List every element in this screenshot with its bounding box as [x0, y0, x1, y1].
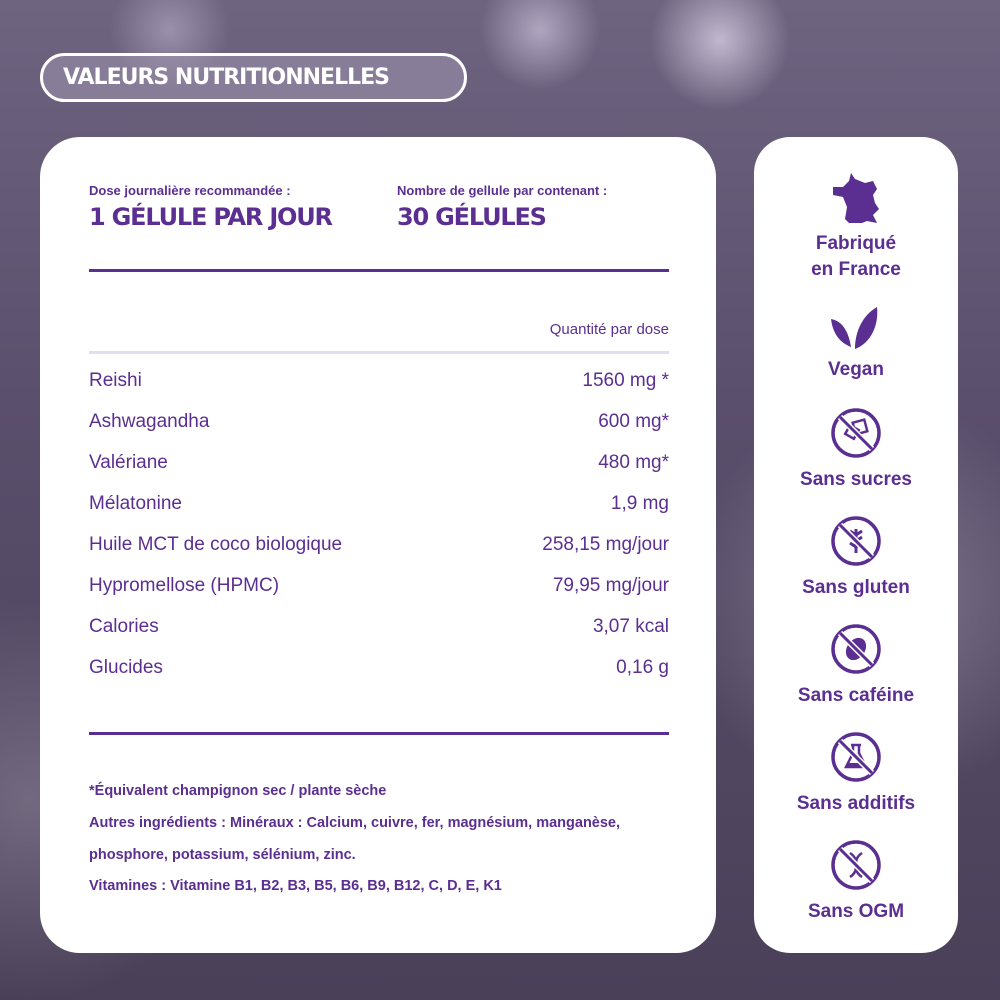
- badge-label: Sans OGM: [807, 901, 905, 922]
- count-label: Nombre de gellule par contenant :: [397, 183, 608, 198]
- nutrient-value: 79,95 mg/jour: [552, 575, 669, 596]
- no-sugar-icon: [831, 408, 881, 458]
- nutrient-name: Reishi: [89, 370, 142, 391]
- nutrient-name: Valériane: [89, 452, 168, 473]
- badge-label: Sans gluten: [802, 577, 910, 598]
- table-row: Valériane 480 mg*: [89, 452, 669, 474]
- nutrient-name: Glucides: [89, 657, 163, 678]
- nutrient-value: 258,15 mg/jour: [542, 534, 669, 555]
- nutrient-name: Calories: [89, 616, 159, 637]
- count-value: 30 GÉLULES: [397, 203, 547, 231]
- table-row: Glucides 0,16 g: [89, 657, 669, 679]
- table-row: Reishi 1560 mg *: [89, 370, 669, 392]
- table-header: Quantité par dose: [549, 321, 669, 338]
- header-divider: [89, 351, 669, 354]
- badge-label: Vegan: [828, 359, 884, 380]
- nutrient-value: 600 mg*: [598, 411, 669, 432]
- leaves-icon: [831, 307, 878, 349]
- divider: [89, 269, 669, 272]
- no-additives-icon: [831, 732, 881, 782]
- divider: [89, 732, 669, 735]
- table-row: Huile MCT de coco biologique 258,15 mg/jo…: [89, 534, 669, 556]
- note-ingredients-cont: phosphore, potassium, sélénium, zinc.: [89, 847, 356, 863]
- badge-label: Fabriqué: [815, 233, 897, 254]
- section-title: VALEURS NUTRITIONNELLES: [40, 53, 467, 102]
- dose-label: Dose journalière recommandée :: [89, 183, 291, 198]
- note-equivalent: *Équivalent champignon sec / plante sèch…: [89, 783, 387, 799]
- nutrient-name: Mélatonine: [89, 493, 182, 514]
- note-ingredients: Autres ingrédients : Minéraux : Calcium,…: [89, 815, 621, 831]
- nutrient-value: 480 mg*: [598, 452, 669, 473]
- dose-value: 1 GÉLULE PAR JOUR: [89, 203, 333, 231]
- nutrient-name: Ashwagandha: [89, 411, 210, 432]
- nutrition-card: Dose journalière recommandée : 1 GÉLULE …: [40, 137, 716, 953]
- table-row: Calories 3,07 kcal: [89, 616, 669, 638]
- no-caffeine-icon: [831, 624, 881, 674]
- badge-label: en France: [811, 259, 901, 280]
- note-vitamins: Vitamines : Vitamine B1, B2, B3, B5, B6,…: [89, 878, 502, 894]
- badges-card: Fabriqué en France Vegan Sans sucres Sans…: [754, 137, 958, 953]
- badge-label: Sans additifs: [796, 793, 916, 814]
- table-row: Mélatonine 1,9 mg: [89, 493, 669, 515]
- nutrient-value: 3,07 kcal: [592, 616, 669, 637]
- table-row: Hypromellose (HPMC) 79,95 mg/jour: [89, 575, 669, 597]
- table-row: Ashwagandha 600 mg*: [89, 411, 669, 433]
- france-map-icon: [833, 173, 879, 223]
- no-gluten-icon: [831, 516, 881, 566]
- nutrient-name: Huile MCT de coco biologique: [89, 534, 343, 555]
- badge-label: Sans caféine: [797, 685, 915, 706]
- nutrient-name: Hypromellose (HPMC): [89, 575, 280, 596]
- badge-label: Sans sucres: [800, 469, 912, 490]
- nutrient-value: 1,9 mg: [610, 493, 669, 514]
- nutrient-value: 0,16 g: [616, 657, 669, 678]
- nutrient-value: 1560 mg *: [582, 370, 669, 391]
- no-gmo-icon: [831, 840, 881, 890]
